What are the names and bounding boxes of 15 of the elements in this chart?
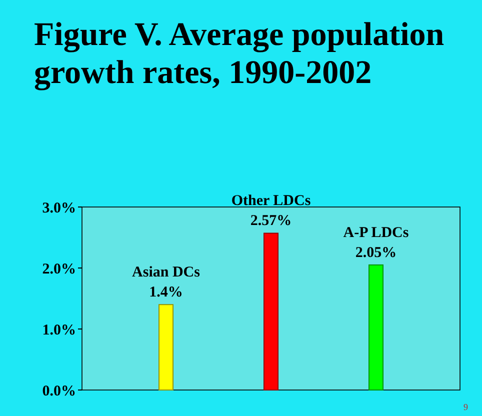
bar: [368, 264, 384, 390]
x-tick-label: A-P LDCs: [343, 224, 409, 241]
bar: [158, 304, 174, 390]
data-label: 2.05%: [355, 244, 397, 261]
y-tick-label: 1.0%: [42, 322, 76, 338]
data-label: 1.4%: [149, 284, 183, 301]
x-tick-label: Other LDCs: [231, 193, 311, 210]
data-label: 2.57%: [250, 213, 292, 230]
chart-title: Figure V. Average population growth rates, 1990-2002: [34, 17, 444, 91]
bar: [264, 232, 278, 390]
y-tick-label: 3.0%: [42, 200, 76, 216]
y-tick-label: 0.0%: [42, 383, 76, 400]
x-tick-label: Asian DCs: [132, 264, 200, 281]
y-tick-label: 2.0%: [42, 261, 76, 278]
text: 9: [464, 402, 468, 412]
